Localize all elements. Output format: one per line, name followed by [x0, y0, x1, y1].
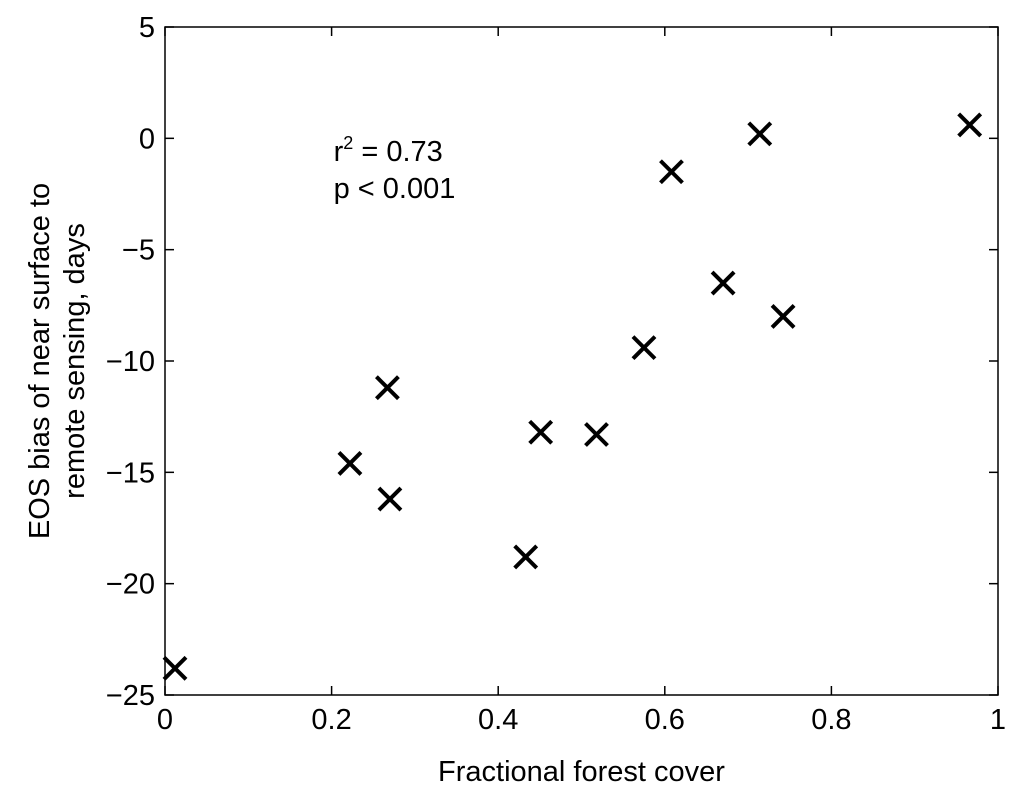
plot-border [164, 26, 999, 696]
data-point-x-marker [162, 655, 188, 681]
y-axis-label-line-2: remote sensing, days [59, 223, 91, 499]
data-point-x-marker [513, 544, 539, 570]
y-tick-label: −5 [122, 235, 155, 267]
r-symbol: r [334, 136, 344, 168]
data-point-x-marker [374, 375, 400, 401]
data-point-x-marker [337, 451, 363, 476]
data-point-x-marker [659, 159, 684, 185]
x-tick-label: 0.4 [478, 704, 518, 736]
y-tick-label: −20 [106, 569, 155, 601]
x-tick-label: 1 [990, 704, 1006, 736]
superscript-2: 2 [343, 133, 353, 153]
y-axis-label-line-1: EOS bias of near surface to [24, 183, 56, 539]
x-tick-label: 0.6 [645, 704, 685, 736]
p-value-text: p < 0.001 [334, 173, 456, 205]
data-point-x-marker [631, 335, 657, 361]
data-point-x-marker [747, 121, 773, 147]
plot-frame [164, 26, 999, 696]
x-tick-label: 0.2 [311, 704, 351, 736]
y-tick-label: −25 [106, 680, 155, 712]
stats-annotation: r2 = 0.73 p < 0.001 [334, 133, 456, 205]
y-axis-label: EOS bias of near surface to remote sensi… [24, 183, 91, 539]
x-axis-label: Fractional forest cover [438, 756, 725, 786]
y-tick-label: −15 [106, 457, 155, 489]
y-axis: −25 −20 −15 −10 −5 0 5 [106, 12, 998, 712]
x-tick-label: 0 [157, 704, 173, 736]
y-tick-label: 0 [139, 123, 155, 155]
y-tick-label: 5 [139, 12, 155, 44]
y-tick-label: −10 [106, 346, 155, 378]
data-point-x-marker [528, 419, 554, 445]
data-points [162, 112, 983, 681]
r-squared-value: = 0.73 [353, 136, 443, 168]
data-point-x-marker [584, 422, 609, 447]
x-axis: 0 0.2 0.4 0.6 0.8 1 [157, 27, 1006, 736]
data-point-x-marker [377, 486, 403, 512]
x-tick-label: 0.8 [811, 704, 851, 736]
data-point-x-marker [957, 112, 983, 138]
data-point-x-marker [770, 304, 796, 329]
r-squared-text: r2 = 0.73 [334, 133, 443, 168]
data-point-x-marker [710, 270, 736, 296]
